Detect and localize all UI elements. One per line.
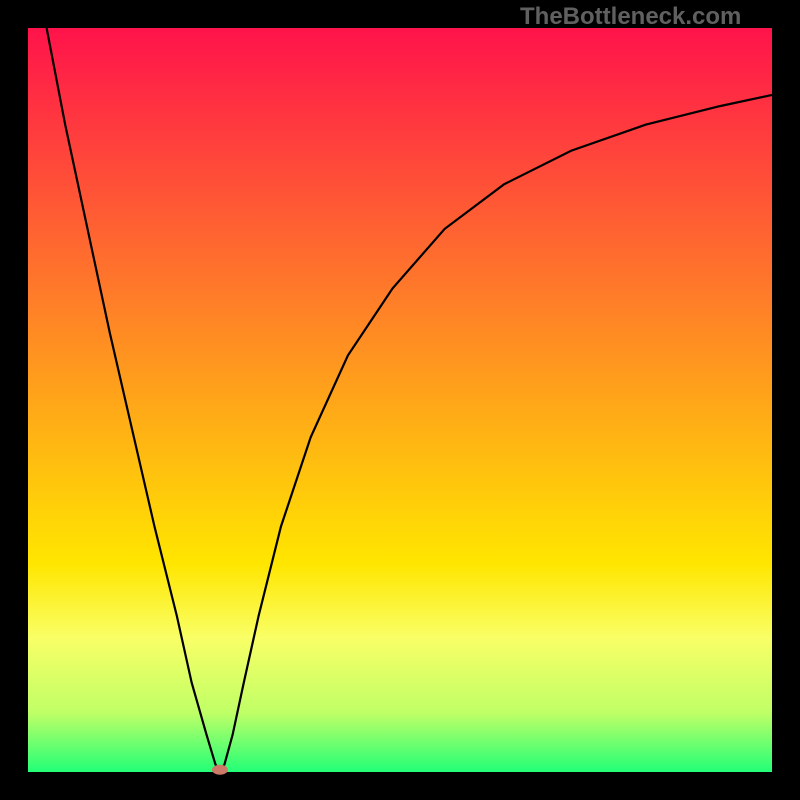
plot-area bbox=[28, 28, 772, 772]
watermark-text: TheBottleneck.com bbox=[520, 3, 741, 31]
chart-container: TheBottleneck.com bbox=[0, 0, 800, 800]
